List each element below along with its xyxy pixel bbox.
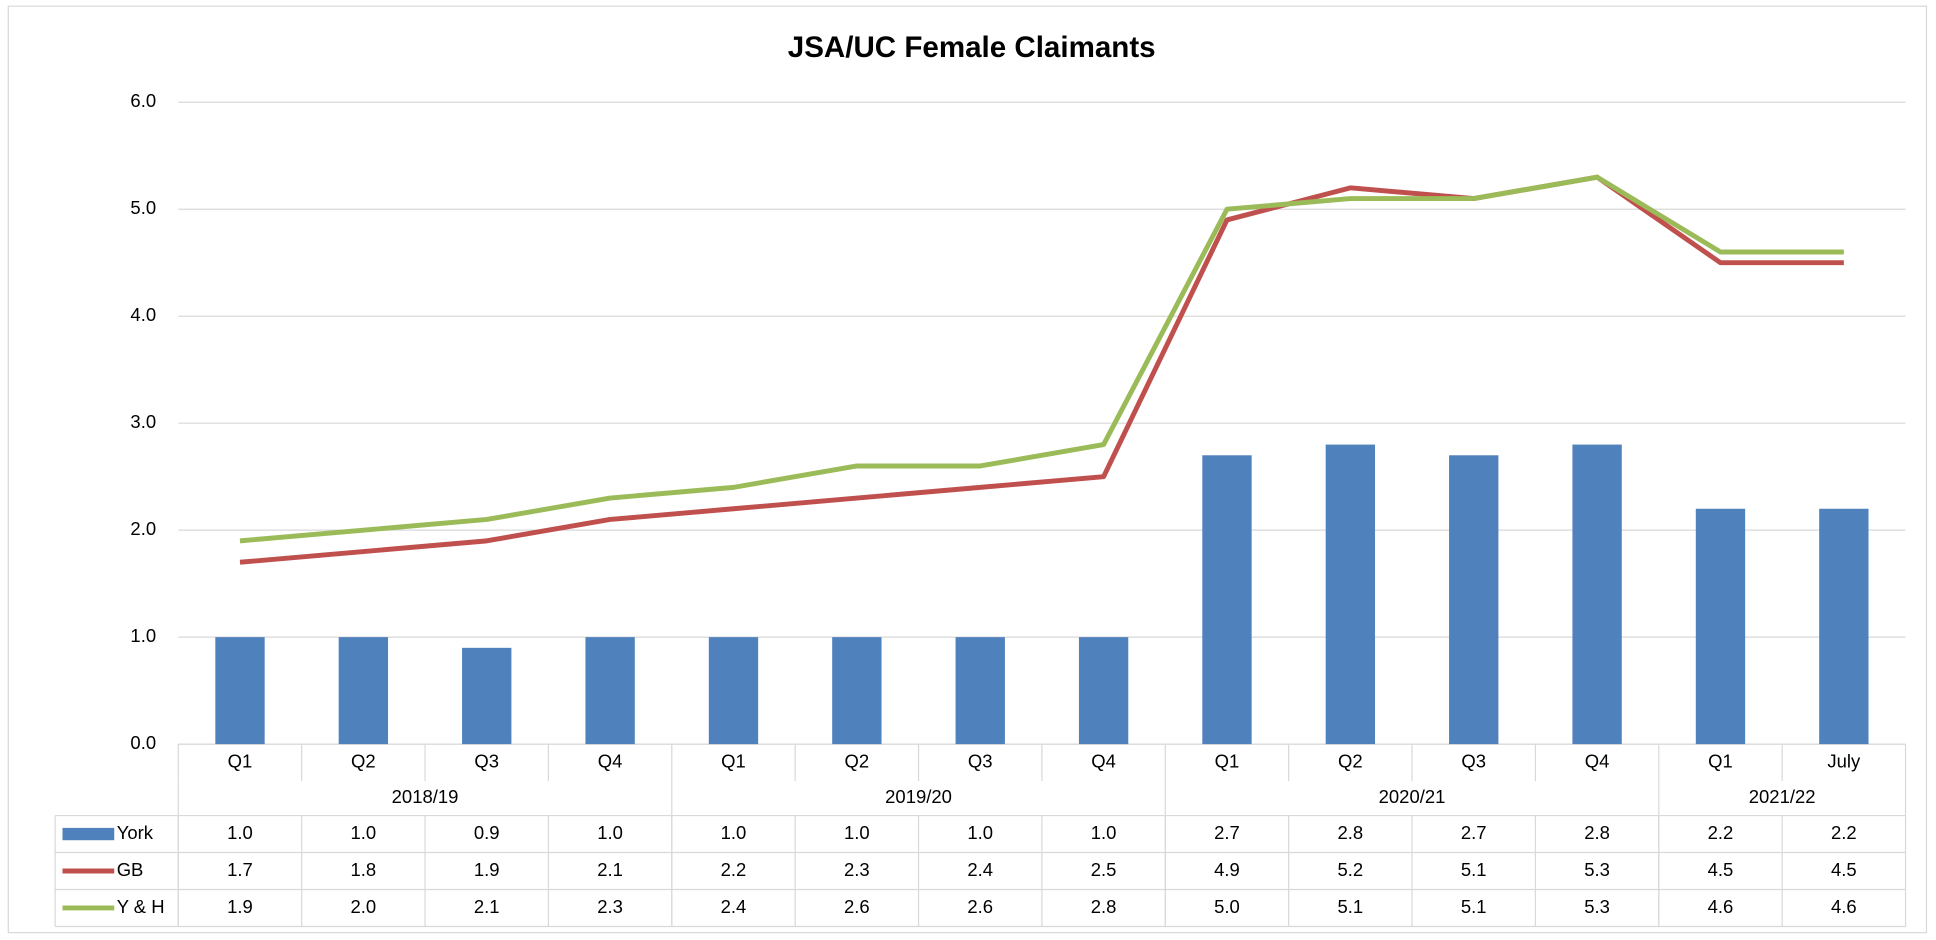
data-label: 2.2 [1708, 822, 1734, 843]
x-tick-label: Q1 [721, 750, 746, 771]
data-label: 5.3 [1584, 896, 1610, 917]
bar [1819, 508, 1869, 745]
x-tick-label: Q4 [1585, 750, 1610, 771]
bar [832, 637, 882, 745]
data-label: 4.6 [1831, 896, 1857, 917]
data-label: 1.0 [844, 822, 870, 843]
line [239, 174, 1844, 544]
legend-label: York [117, 822, 154, 843]
data-label: 1.9 [474, 859, 500, 880]
data-label: 2.3 [597, 896, 623, 917]
y-tick-label: 1.0 [130, 625, 156, 646]
data-label: 2.2 [1831, 822, 1857, 843]
y-tick-label: 2.0 [130, 518, 156, 539]
data-label: 2.2 [721, 859, 747, 880]
bar [1202, 455, 1252, 745]
data-label: 0.9 [474, 822, 500, 843]
data-label: 2.0 [351, 896, 377, 917]
data-label: 5.2 [1338, 859, 1364, 880]
x-tick-label: Q3 [968, 750, 993, 771]
x-tick-label: Q2 [1338, 750, 1363, 771]
bar [1078, 637, 1129, 745]
y-tick-label: 6.0 [130, 90, 156, 111]
data-label: 1.0 [227, 822, 253, 843]
data-label: 1.9 [227, 896, 253, 917]
bar [1325, 444, 1376, 745]
data-label: 1.0 [597, 822, 623, 843]
bar [462, 647, 512, 745]
x-tick-label: Q4 [598, 750, 623, 771]
legend-label: Y & H [117, 896, 165, 917]
data-label: 2.8 [1091, 896, 1117, 917]
data-label: 2.4 [967, 859, 993, 880]
bar [708, 637, 759, 745]
legend-label: GB [117, 859, 144, 880]
chart-border [7, 5, 1928, 934]
data-label: 1.7 [227, 859, 253, 880]
period-label: 2019/20 [885, 786, 952, 807]
data-label: 5.1 [1338, 896, 1364, 917]
bar [955, 637, 1005, 745]
data-label: 2.3 [844, 859, 870, 880]
y-tick-label: 3.0 [130, 411, 156, 432]
data-label: 2.4 [721, 896, 747, 917]
bar [1449, 455, 1499, 745]
x-tick-label: Q1 [1708, 750, 1733, 771]
legend-swatch [62, 827, 115, 841]
bar [338, 637, 389, 745]
period-label: 2018/19 [392, 786, 459, 807]
y-tick-label: 5.0 [130, 197, 156, 218]
period-label: 2021/22 [1749, 786, 1816, 807]
data-label: 2.7 [1214, 822, 1240, 843]
x-tick-label: July [1827, 750, 1861, 771]
data-label: 5.1 [1461, 896, 1487, 917]
data-label: 1.0 [351, 822, 377, 843]
data-label: 4.5 [1708, 859, 1734, 880]
x-tick-label: Q3 [1461, 750, 1486, 771]
x-tick-label: Q4 [1091, 750, 1116, 771]
y-tick-label: 4.0 [130, 304, 156, 325]
data-label: 2.8 [1584, 822, 1610, 843]
data-label: 4.9 [1214, 859, 1240, 880]
bar [215, 637, 265, 745]
x-tick-label: Q2 [351, 750, 376, 771]
x-tick-label: Q3 [474, 750, 499, 771]
data-label: 2.5 [1091, 859, 1117, 880]
data-label: 5.0 [1214, 896, 1240, 917]
bar [1572, 444, 1622, 745]
data-label: 4.6 [1708, 896, 1734, 917]
bar [1695, 508, 1746, 745]
data-label: 5.3 [1584, 859, 1610, 880]
data-label: 1.0 [721, 822, 747, 843]
x-tick-label: Q1 [1215, 750, 1240, 771]
data-label: 1.8 [351, 859, 377, 880]
data-label: 2.6 [967, 896, 993, 917]
data-label: 2.8 [1338, 822, 1364, 843]
data-label: 2.6 [844, 896, 870, 917]
data-label: 5.1 [1461, 859, 1487, 880]
x-tick-label: Q1 [228, 750, 253, 771]
data-label: 2.1 [597, 859, 623, 880]
data-label: 4.5 [1831, 859, 1857, 880]
period-label: 2020/21 [1379, 786, 1446, 807]
data-label: 1.0 [967, 822, 993, 843]
data-label: 1.0 [1091, 822, 1117, 843]
data-label: 2.1 [474, 896, 500, 917]
y-tick-label: 0.0 [130, 732, 156, 753]
x-tick-label: Q2 [845, 750, 870, 771]
data-label: 2.7 [1461, 822, 1487, 843]
chart-title: JSA/UC Female Claimants [788, 31, 1156, 64]
bar [585, 637, 635, 745]
